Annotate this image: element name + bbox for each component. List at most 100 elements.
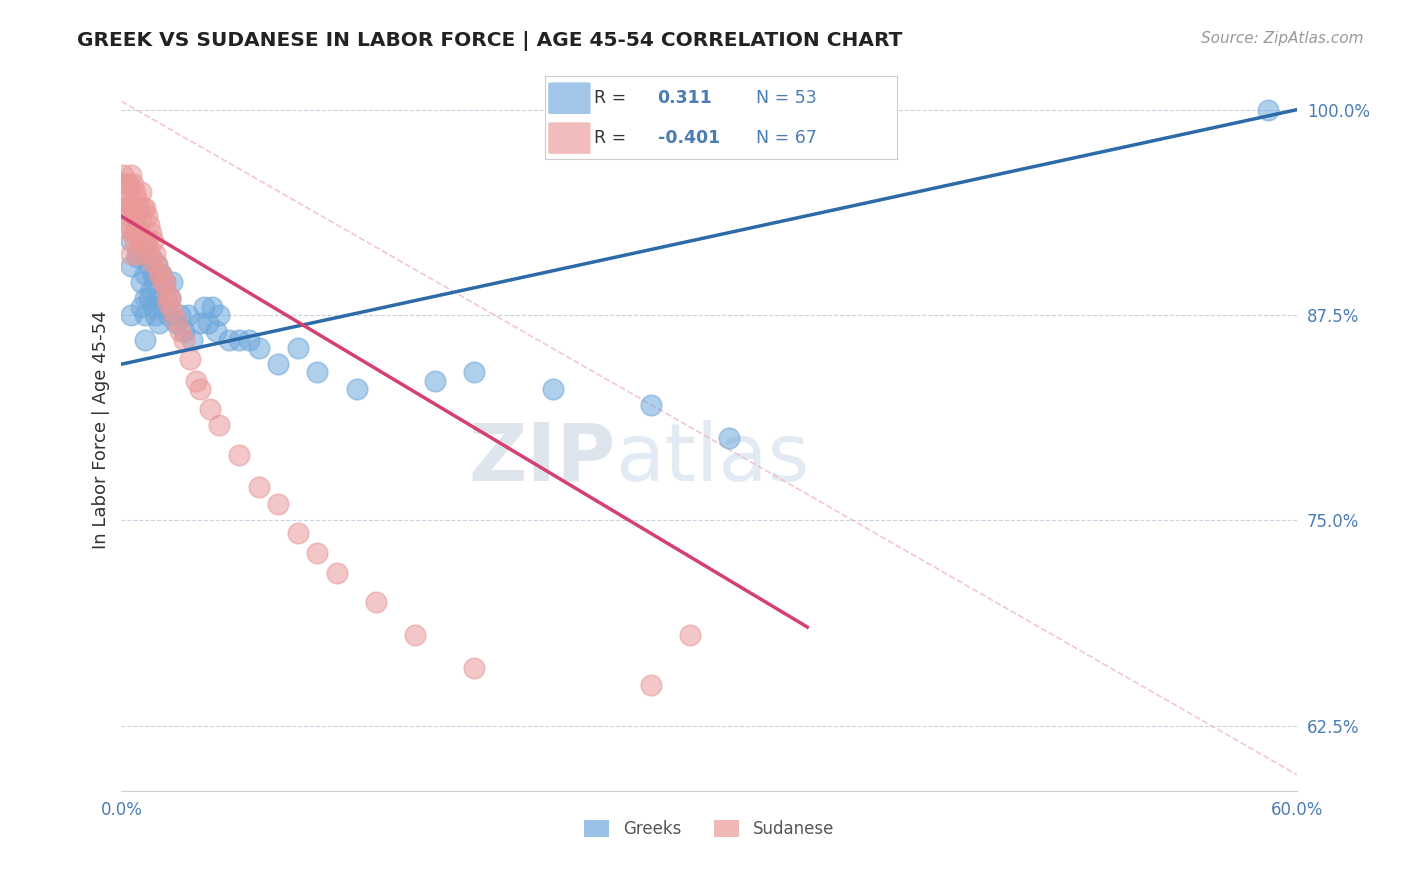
Point: [120, 259, 142, 273]
Point: [228, 333, 250, 347]
Point: [139, 226, 162, 240]
Point: [326, 566, 349, 580]
Point: [1257, 103, 1279, 117]
Point: [114, 177, 136, 191]
Point: [173, 324, 195, 338]
Point: [640, 398, 662, 412]
Point: [198, 401, 221, 416]
Point: [307, 546, 329, 560]
Point: [117, 177, 139, 191]
Point: [162, 275, 184, 289]
Text: atlas: atlas: [616, 420, 810, 498]
Point: [177, 308, 200, 322]
Point: [153, 275, 176, 289]
Point: [169, 308, 191, 322]
Point: [134, 308, 156, 322]
Point: [679, 628, 702, 642]
Point: [139, 283, 162, 297]
Point: [463, 661, 485, 675]
Point: [179, 352, 201, 367]
Point: [127, 193, 149, 207]
Point: [307, 365, 329, 379]
Point: [118, 177, 141, 191]
Point: [120, 220, 142, 235]
Point: [228, 448, 250, 462]
Point: [640, 677, 662, 691]
Point: [157, 296, 180, 310]
Point: [143, 275, 166, 289]
Point: [188, 316, 211, 330]
Point: [165, 313, 187, 327]
Point: [404, 628, 426, 642]
Point: [423, 374, 446, 388]
Point: [208, 417, 231, 432]
Point: [717, 431, 740, 445]
Point: [218, 333, 240, 347]
Point: [238, 333, 260, 347]
Point: [120, 193, 142, 207]
Point: [129, 242, 152, 256]
Point: [149, 267, 172, 281]
Point: [200, 300, 222, 314]
Point: [463, 365, 485, 379]
Point: [169, 324, 191, 338]
Point: [120, 234, 142, 248]
Point: [128, 201, 150, 215]
Point: [139, 253, 162, 268]
Point: [134, 333, 156, 347]
Point: [129, 300, 152, 314]
Point: [152, 300, 174, 314]
Point: [142, 267, 165, 281]
Point: [124, 234, 146, 248]
Point: [148, 267, 170, 281]
Point: [120, 308, 142, 322]
Point: [287, 341, 309, 355]
Point: [138, 247, 160, 261]
Text: GREEK VS SUDANESE IN LABOR FORCE | AGE 45-54 CORRELATION CHART: GREEK VS SUDANESE IN LABOR FORCE | AGE 4…: [77, 31, 903, 51]
Point: [127, 251, 149, 265]
Point: [129, 275, 152, 289]
Point: [541, 382, 564, 396]
Point: [181, 333, 204, 347]
Point: [118, 210, 141, 224]
Point: [165, 316, 187, 330]
Point: [112, 169, 135, 183]
Point: [120, 169, 142, 183]
Point: [247, 480, 270, 494]
Point: [129, 212, 152, 227]
Point: [287, 526, 309, 541]
Point: [124, 210, 146, 224]
Point: [267, 497, 290, 511]
Point: [159, 292, 181, 306]
Point: [134, 292, 156, 306]
Point: [134, 201, 156, 215]
Point: [132, 234, 155, 248]
Point: [114, 220, 136, 235]
Text: ZIP: ZIP: [468, 420, 616, 498]
Point: [346, 382, 368, 396]
Point: [145, 292, 167, 306]
Legend: Greeks, Sudanese: Greeks, Sudanese: [578, 813, 841, 845]
Point: [366, 595, 388, 609]
Point: [188, 382, 211, 396]
Point: [143, 247, 166, 261]
Point: [138, 292, 160, 306]
Point: [139, 251, 162, 265]
Point: [247, 341, 270, 355]
Point: [267, 357, 290, 371]
Point: [117, 201, 139, 215]
Point: [129, 237, 152, 252]
Point: [122, 226, 145, 240]
Point: [142, 234, 165, 248]
Point: [204, 324, 226, 338]
Point: [153, 275, 176, 289]
Point: [159, 292, 181, 306]
Point: [122, 201, 145, 215]
Point: [127, 220, 149, 235]
Point: [138, 218, 160, 232]
Point: [129, 185, 152, 199]
Point: [152, 275, 174, 289]
Point: [134, 267, 156, 281]
Point: [145, 259, 167, 273]
Point: [135, 237, 157, 252]
